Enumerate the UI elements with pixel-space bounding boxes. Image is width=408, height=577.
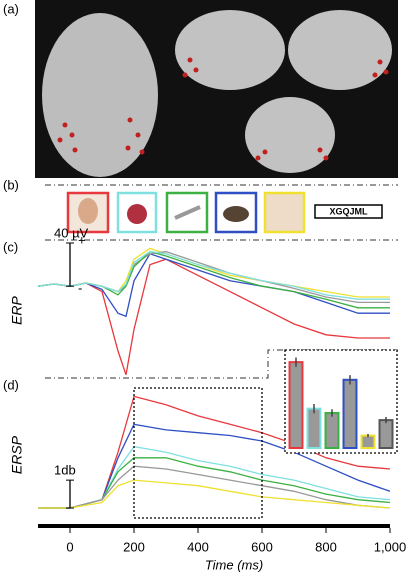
x-tick-label: 400 bbox=[187, 539, 209, 554]
panel-label: (c) bbox=[3, 239, 18, 254]
minus-sign: - bbox=[78, 281, 82, 296]
x-tick-label: 200 bbox=[123, 539, 145, 554]
x-axis-label: Time (ms) bbox=[205, 557, 263, 572]
x-tick-label: 800 bbox=[315, 539, 337, 554]
inset-frame bbox=[284, 349, 398, 454]
scale-label: 1db bbox=[54, 463, 76, 478]
bar bbox=[306, 407, 322, 450]
series-line bbox=[37, 253, 390, 318]
bar bbox=[360, 434, 376, 450]
x-tick-label: 600 bbox=[251, 539, 273, 554]
bar bbox=[288, 361, 304, 450]
y-axis-label: ERSP bbox=[9, 435, 25, 474]
panel-label: (d) bbox=[3, 377, 19, 392]
y-axis-label: ERP bbox=[9, 295, 25, 324]
plus-sign: + bbox=[78, 232, 86, 247]
series-line bbox=[38, 465, 391, 509]
bar bbox=[378, 419, 394, 450]
series-line bbox=[38, 457, 391, 509]
bar bbox=[342, 378, 358, 449]
stimulus-text: XGQJML bbox=[329, 206, 368, 216]
bar bbox=[324, 411, 340, 449]
panel-label: (b) bbox=[3, 177, 19, 192]
x-tick-label: 1,000 bbox=[374, 539, 407, 554]
x-tick-label: 0 bbox=[66, 539, 73, 554]
analysis-window bbox=[133, 387, 263, 519]
brain-images bbox=[42, 10, 392, 177]
series-line bbox=[37, 250, 390, 304]
panel-label: (a) bbox=[3, 1, 19, 16]
series-line bbox=[38, 479, 391, 509]
stimuli bbox=[66, 191, 383, 234]
scale-label: 40 µV bbox=[54, 225, 89, 240]
series-line bbox=[37, 250, 390, 300]
